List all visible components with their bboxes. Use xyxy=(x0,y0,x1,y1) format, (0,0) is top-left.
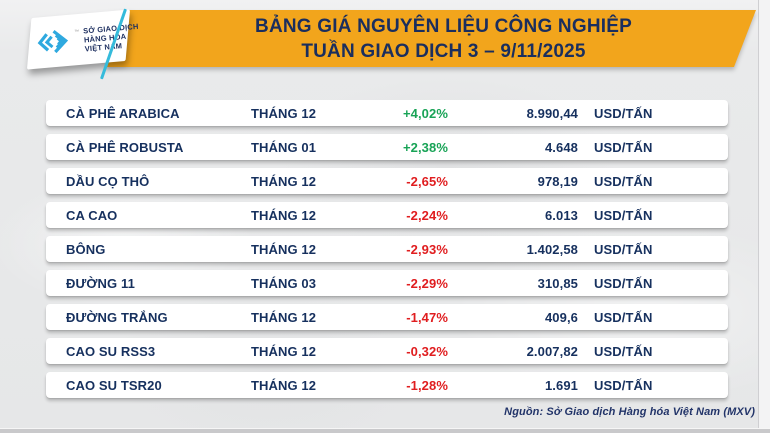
table-row: DẦU CỌ THÔ THÁNG 12 -2,65% 978,19 USD/TẤ… xyxy=(46,168,728,194)
price-value: 8.990,44 xyxy=(526,105,578,121)
weekly-change: -2,24% xyxy=(406,207,448,223)
price-value: 2.007,82 xyxy=(526,343,578,359)
contract-month: THÁNG 03 xyxy=(251,275,317,291)
price-value: 6.013 xyxy=(544,207,578,223)
contract-month: THÁNG 12 xyxy=(251,207,317,223)
mxv-logo-card: ™ SỞ GIAO DỊCH HÀNG HÓA VIỆT NAM xyxy=(26,9,139,70)
price-unit: USD/TẤN xyxy=(594,173,653,189)
commodity-name: CAO SU RSS3 xyxy=(66,343,156,359)
price-value: 978,19 xyxy=(537,173,578,189)
header: BẢNG GIÁ NGUYÊN LIỆU CÔNG NGHIỆP TUẦN GI… xyxy=(0,0,770,90)
contract-month: THÁNG 01 xyxy=(251,139,317,155)
price-unit: USD/TẤN xyxy=(594,275,653,291)
price-unit: USD/TẤN xyxy=(594,241,653,257)
price-unit: USD/TẤN xyxy=(594,207,653,223)
price-unit: USD/TẤN xyxy=(594,343,653,359)
price-unit: USD/TẤN xyxy=(594,139,653,155)
weekly-change: -2,93% xyxy=(406,241,448,257)
weekly-change: -2,65% xyxy=(406,173,448,189)
weekly-change: -0,32% xyxy=(406,343,448,359)
page-title: BẢNG GIÁ NGUYÊN LIỆU CÔNG NGHIỆP xyxy=(255,16,632,37)
weekly-change: +2,38% xyxy=(402,139,448,155)
price-value: 409,6 xyxy=(544,309,578,325)
commodity-name: CAO SU TSR20 xyxy=(66,377,162,393)
commodity-name: CÀ PHÊ ROBUSTA xyxy=(66,139,184,155)
price-unit: USD/TẤN xyxy=(594,377,653,393)
table-row: ĐƯỜNG 11 THÁNG 03 -2,29% 310,85 USD/TẤN xyxy=(46,270,728,296)
contract-month: THÁNG 12 xyxy=(251,105,317,121)
price-unit: USD/TẤN xyxy=(594,309,653,325)
table-row: CÀ PHÊ ARABICA THÁNG 12 +4,02% 8.990,44 … xyxy=(46,100,728,126)
commodity-name: CA CAO xyxy=(66,207,118,223)
page-subtitle: TUẦN GIAO DỊCH 3 – 9/11/2025 xyxy=(301,41,586,62)
table-row: ĐƯỜNG TRẮNG THÁNG 12 -1,47% 409,6 USD/TẤ… xyxy=(46,304,728,330)
table-row: CA CAO THÁNG 12 -2,24% 6.013 USD/TẤN xyxy=(46,202,728,228)
commodity-name: CÀ PHÊ ARABICA xyxy=(66,105,180,121)
contract-month: THÁNG 12 xyxy=(251,241,317,257)
contract-month: THÁNG 12 xyxy=(251,377,317,393)
price-unit: USD/TẤN xyxy=(594,105,653,121)
price-table: CÀ PHÊ ARABICA THÁNG 12 +4,02% 8.990,44 … xyxy=(46,100,728,406)
contract-month: THÁNG 12 xyxy=(251,173,317,189)
source-note: Nguồn: Sở Giao dịch Hàng hóa Việt Nam (M… xyxy=(504,406,755,418)
table-row: BÔNG THÁNG 12 -2,93% 1.402,58 USD/TẤN xyxy=(46,236,728,262)
contract-month: THÁNG 12 xyxy=(251,309,317,325)
weekly-change: +4,02% xyxy=(402,105,448,121)
weekly-change: -1,47% xyxy=(406,309,448,325)
table-row: CAO SU RSS3 THÁNG 12 -0,32% 2.007,82 USD… xyxy=(46,338,728,364)
bottom-edge-strip xyxy=(0,428,770,433)
price-value: 4.648 xyxy=(544,139,578,155)
price-value: 1.402,58 xyxy=(526,241,578,257)
table-row: CÀ PHÊ ROBUSTA THÁNG 01 +2,38% 4.648 USD… xyxy=(46,134,728,160)
price-value: 310,85 xyxy=(537,275,578,291)
commodity-name: ĐƯỜNG TRẮNG xyxy=(66,309,168,325)
price-value: 1.691 xyxy=(544,377,578,393)
weekly-change: -2,29% xyxy=(406,275,448,291)
commodity-name: ĐƯỜNG 11 xyxy=(66,275,135,291)
commodity-name: DẦU CỌ THÔ xyxy=(66,173,150,189)
right-edge-strip xyxy=(758,0,770,433)
title-banner: BẢNG GIÁ NGUYÊN LIỆU CÔNG NGHIỆP TUẦN GI… xyxy=(106,10,756,67)
commodity-name: BÔNG xyxy=(66,241,106,257)
mxv-logo-icon xyxy=(37,29,69,53)
weekly-change: -1,28% xyxy=(406,377,448,393)
table-row: CAO SU TSR20 THÁNG 12 -1,28% 1.691 USD/T… xyxy=(46,372,728,398)
trademark-symbol: ™ xyxy=(74,28,80,35)
contract-month: THÁNG 12 xyxy=(251,343,317,359)
